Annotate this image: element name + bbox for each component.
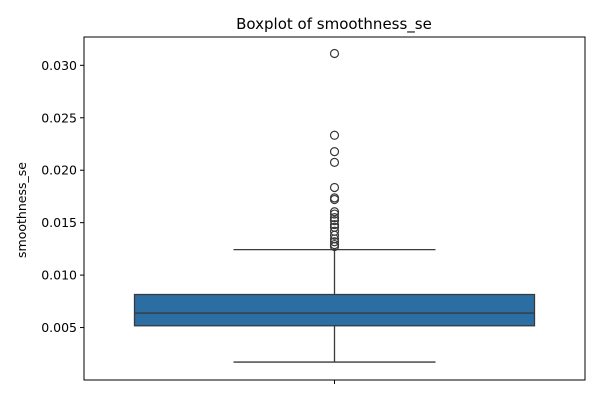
outlier-point — [329, 241, 340, 252]
outlier-point — [329, 237, 340, 247]
outlier-point — [329, 207, 340, 217]
y-tick-label: 0.025 — [41, 110, 77, 125]
outlier-point — [329, 157, 340, 167]
outlier-point — [329, 182, 340, 193]
plot-area: 0.005 0.010 0.015 0.020 0.025 0.030 — [41, 48, 536, 384]
outlier-point — [329, 147, 340, 157]
y-tick-label: 0.005 — [41, 320, 77, 335]
outlier-point — [329, 194, 340, 205]
y-tick-label: 0.030 — [41, 58, 77, 73]
outlier-point — [329, 130, 340, 140]
y-tick-label: 0.010 — [41, 268, 77, 283]
outlier-point — [329, 230, 340, 240]
outlier-point — [329, 209, 340, 219]
outlier-point — [329, 213, 340, 223]
outlier-point — [329, 219, 340, 230]
y-tick-label: 0.015 — [41, 215, 77, 230]
outlier-point — [329, 216, 340, 226]
iqr-box — [133, 293, 536, 327]
y-axis-label: smoothness_se — [14, 162, 29, 258]
outlier-point — [329, 48, 340, 59]
plot-frame — [83, 36, 586, 381]
y-tick-label: 0.020 — [41, 163, 77, 178]
chart-title: Boxplot of smoothness_se — [236, 15, 432, 34]
